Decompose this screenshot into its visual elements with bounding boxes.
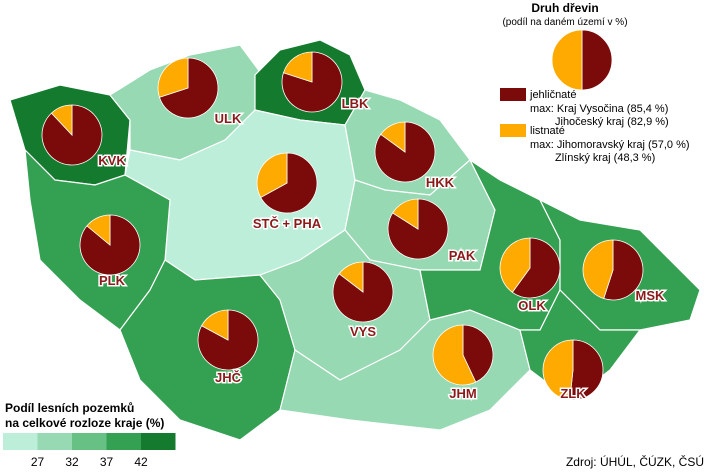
pie-slice (260, 152, 318, 214)
choropleth-title: Podíl lesních pozemků (5, 401, 134, 415)
pie-slice (281, 51, 343, 113)
legend-note: max: Kraj Vysočina (85,4 %) (530, 103, 668, 115)
region-label: VYS (350, 324, 376, 339)
region-label: ULK (215, 111, 242, 126)
pie-slice (157, 57, 189, 98)
pie-slice (499, 237, 531, 293)
choropleth-break: 32 (65, 455, 79, 469)
choropleth-swatch (37, 433, 72, 450)
pie-slice (551, 29, 583, 91)
choropleth-break: 42 (134, 455, 148, 469)
legend-title: Druh dřevin (531, 1, 598, 15)
pie-slice (581, 29, 613, 91)
pie-slice (603, 239, 644, 301)
choropleth-break: 37 (100, 455, 114, 469)
region-label: OLK (518, 298, 546, 313)
legend-swatch (500, 88, 526, 101)
legend-note: max: Jihomoravský kraj (57,0 %) (530, 139, 690, 151)
region-label: HKK (426, 175, 455, 190)
choropleth-break: 27 (31, 455, 45, 469)
region-label: MSK (636, 288, 666, 303)
pie-slice (256, 152, 288, 198)
pie-slice (542, 339, 574, 401)
region-label: STČ + PHA (253, 216, 322, 231)
region-label: JHM (449, 386, 476, 401)
choropleth-swatch (141, 433, 176, 450)
pie-slice (86, 214, 111, 246)
pie-slice (201, 309, 229, 341)
pie-slice (569, 339, 604, 401)
pie-slice (380, 121, 406, 153)
region-label: LBK (342, 96, 369, 111)
region-label: JHČ (215, 370, 242, 385)
pie-slice (511, 237, 561, 299)
pie-slice (462, 324, 494, 383)
layer: KVK ULK LBK STČ + PHA HKK PAK PLK JHČ VYS JHM OLK M… (3, 29, 701, 469)
pie-slice (392, 198, 419, 230)
choropleth-swatch (72, 433, 107, 450)
pie-slice (432, 324, 477, 386)
legend-subtitle: (podíl na daném území v %) (502, 17, 627, 28)
choropleth-swatch (3, 433, 38, 450)
pie-slice (338, 261, 364, 293)
legend-label: jehličnaté (529, 89, 576, 101)
legend-swatch (500, 124, 526, 137)
pie-slice (282, 51, 313, 83)
region-label: ZLK (560, 386, 586, 401)
legend-label: listnaté (530, 125, 565, 137)
choropleth-swatch (106, 433, 141, 450)
region-label: PLK (99, 273, 126, 288)
legend-note: Zlínský kraj (48,3 %) (555, 152, 655, 164)
pie-slice (158, 57, 219, 119)
pie-slice (50, 104, 73, 137)
region-label: PAK (449, 248, 476, 263)
pie-slice (582, 239, 614, 300)
choropleth-title: na celkové rozloze kraje (%) (5, 416, 164, 430)
region-label: KVK (98, 153, 126, 168)
legend-note: Jihočeský kraj (82,9 %) (555, 116, 669, 128)
source: Zdroj: ÚHÚL, ČÚZK, ČSÚ (566, 454, 704, 469)
